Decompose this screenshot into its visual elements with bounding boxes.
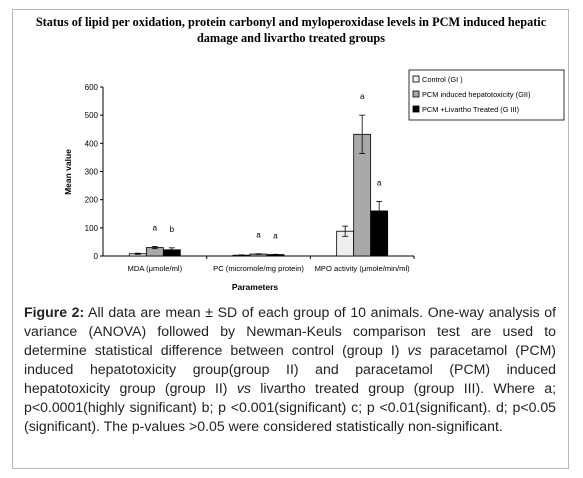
significance-label: b [170, 225, 175, 234]
y-tick-label: 600 [85, 83, 99, 92]
x-tick-label: MDA (μmole/ml) [128, 264, 183, 273]
legend-swatch [412, 75, 420, 83]
y-tick-label: 100 [85, 224, 99, 233]
caption-text-1: All data are mean ± SD of each group of … [24, 304, 556, 358]
y-tick-label: 500 [85, 111, 99, 120]
caption-vs-2: vs [236, 380, 251, 396]
chart-title: Status of lipid per oxidation, protein c… [35, 15, 547, 45]
y-tick-label: 0 [94, 252, 99, 261]
legend-entry: PCM induced hepatotoxicity (GII) [422, 90, 530, 99]
legend-entry: PCM +Livartho Treated (G III) [422, 105, 519, 114]
legend-box [408, 69, 565, 121]
figure-caption: Figure 2: All data are mean ± SD of each… [24, 303, 556, 436]
significance-label: a [273, 231, 278, 240]
y-axis-label: Mean value [63, 149, 73, 195]
significance-label: a [360, 92, 365, 101]
caption-text-2: paracetamol (PCM) induced hepatotoxicity… [24, 342, 556, 396]
chart-legend: Control (GI ) PCM induced hepatotoxicity … [408, 69, 565, 121]
significance-label: a [377, 178, 382, 187]
y-tick-label: 200 [85, 196, 99, 205]
x-axis-label: Parameters [232, 282, 279, 292]
caption-text-3: livartho treated group (group III). Wher… [24, 380, 556, 434]
legend-swatch [412, 105, 420, 113]
significance-label: a [256, 231, 261, 240]
chart-bars: a b a a a a [128, 92, 389, 257]
y-tick-label: 300 [85, 168, 99, 177]
caption-vs-1: vs [407, 342, 422, 358]
caption-label: Figure 2: [24, 304, 85, 320]
legend-swatch [412, 90, 420, 98]
x-tick-label: MPO activity (μmole/min/ml) [315, 264, 411, 273]
significance-label: a [153, 223, 158, 232]
y-tick-label: 400 [85, 139, 99, 148]
legend-entry: Control (GI ) [422, 75, 463, 84]
x-tick-label: PC (micromole/mg protein) [213, 264, 304, 273]
bar-chart: 0 100 200 300 400 500 600 MDA (μmole/ml) PC (mic… [63, 69, 565, 292]
